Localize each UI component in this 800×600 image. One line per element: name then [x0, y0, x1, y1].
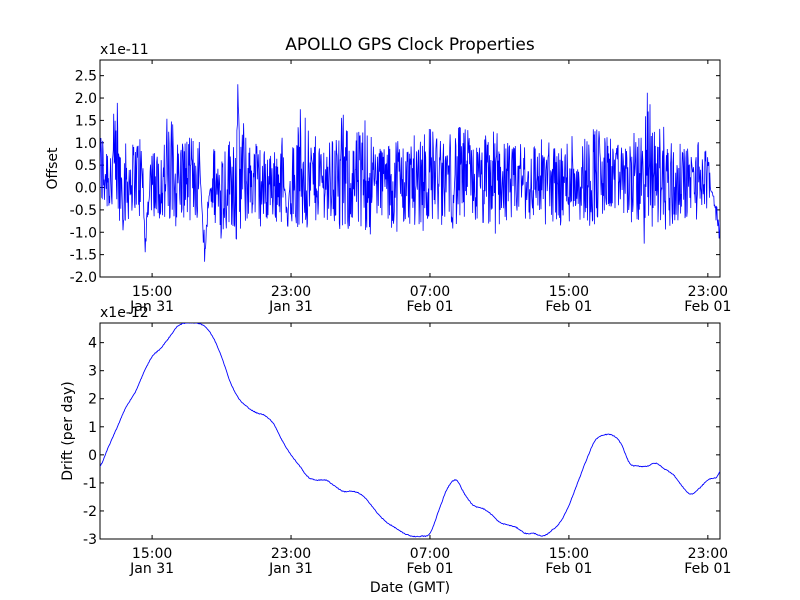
figure-title: APOLLO GPS Clock Properties: [285, 35, 535, 55]
x-axis-label: Date (GMT): [370, 580, 450, 596]
y-tick-label: -1.5: [70, 248, 97, 264]
series-line: [100, 323, 720, 538]
x-tick-date: Jan 31: [129, 299, 174, 315]
y-tick-label: 1.0: [75, 136, 97, 152]
y-tick-label: 0: [88, 448, 97, 464]
y-tick-label: -2.0: [70, 270, 97, 286]
y-tick-label: 2.5: [75, 69, 97, 85]
plot-frame: [99, 322, 721, 540]
x-tick-time: 23:00: [271, 546, 311, 562]
x-tick-time: 23:00: [271, 284, 311, 300]
x-tick-date: Feb 01: [545, 561, 592, 577]
y-tick-label: 2: [88, 392, 97, 408]
y-axis-label: Drift (per day): [60, 381, 76, 480]
y-tick-label: -3: [83, 532, 97, 548]
series-line: [100, 84, 720, 262]
y-tick-label: 1.5: [75, 113, 97, 129]
offset-plot: x1e-112.5 2.0 1.5 1.0 0.5 0.0 -0.5 -1.0 -1.5 -2.0…: [45, 42, 731, 315]
y-tick-label: 1: [88, 420, 97, 436]
x-tick-date: Feb 01: [545, 299, 592, 315]
x-tick-date: Feb 01: [684, 299, 731, 315]
y-tick-label: -0.5: [70, 203, 97, 219]
x-tick-date: Jan 31: [268, 561, 313, 577]
y-tick-label: -2: [83, 504, 97, 520]
x-tick-time: 15:00: [132, 284, 172, 300]
x-tick-time: 15:00: [132, 546, 172, 562]
y-tick-label: 0.0: [75, 181, 97, 197]
y-tick-label: 2.0: [75, 91, 97, 107]
x-tick-time: 23:00: [688, 546, 728, 562]
x-tick-date: Feb 01: [406, 561, 453, 577]
exponent-label: x1e-12: [100, 305, 149, 321]
y-tick-label: 0.5: [75, 158, 97, 174]
x-tick-time: 07:00: [410, 546, 450, 562]
x-tick-date: Jan 31: [268, 299, 313, 315]
y-tick-label: 4: [88, 336, 97, 352]
x-tick-date: Jan 31: [129, 561, 174, 577]
x-tick-date: Feb 01: [406, 299, 453, 315]
y-axis-label: Offset: [45, 147, 61, 190]
exponent-label: x1e-11: [100, 42, 149, 58]
x-tick-time: 23:00: [688, 284, 728, 300]
x-tick-time: 15:00: [549, 284, 589, 300]
x-tick-time: 07:00: [410, 284, 450, 300]
y-tick-label: -1.0: [70, 225, 97, 241]
x-tick-time: 15:00: [549, 546, 589, 562]
x-tick-date: Feb 01: [684, 561, 731, 577]
y-tick-label: 3: [88, 364, 97, 380]
y-tick-label: -1: [83, 476, 97, 492]
